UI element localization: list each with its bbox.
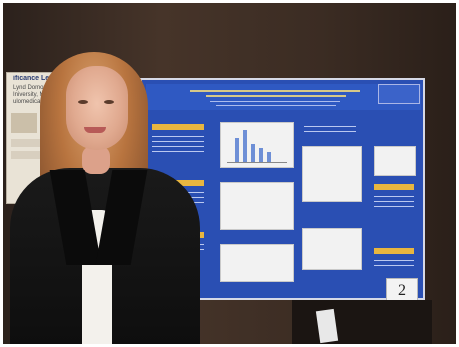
chart-bar [259, 148, 263, 162]
easel-base [292, 300, 432, 347]
left-poster-title: ificance Le [13, 75, 50, 82]
section-header-bar [374, 184, 414, 190]
text-line [304, 131, 356, 132]
left-eye [78, 100, 88, 104]
poster-results-table [220, 244, 294, 282]
neck [82, 146, 110, 174]
poster-title-line [190, 90, 360, 92]
section-header-bar [374, 248, 414, 254]
face [66, 66, 128, 150]
poster-bar-chart [220, 122, 294, 168]
left-poster-block [11, 139, 67, 147]
smile [84, 127, 106, 133]
text-line [374, 265, 414, 266]
text-line [152, 146, 204, 147]
poster-table [220, 182, 294, 230]
section-header-bar [152, 124, 204, 130]
poster-scatter-plot [302, 146, 362, 202]
chart-bar [251, 144, 255, 162]
poster-title-line [206, 95, 346, 97]
text-line [374, 201, 414, 202]
text-line [374, 260, 414, 261]
text-line [152, 136, 204, 137]
poster-panel [302, 228, 362, 270]
text-line [374, 196, 414, 197]
poster-line-chart [374, 146, 416, 176]
chart-bar [267, 152, 271, 162]
left-poster-line-1: Lynd Domonsky* [13, 85, 59, 91]
text-line [374, 206, 414, 207]
text-line [304, 126, 356, 127]
left-poster-line-2: Iniversity, Mt. [13, 92, 48, 98]
text-line [152, 141, 204, 142]
chart-bar [235, 138, 239, 162]
left-poster-figure [11, 113, 37, 133]
right-eye [104, 100, 114, 104]
poster-affiliation-line [216, 105, 336, 106]
text-line [152, 151, 204, 152]
left-poster-block [11, 151, 67, 159]
poster-header [146, 84, 421, 110]
poster-authors-line [210, 101, 340, 102]
chart-bar [243, 130, 247, 162]
poster-logo [378, 84, 420, 104]
left-poster-line-3: ulomedical Hospital [13, 99, 66, 105]
